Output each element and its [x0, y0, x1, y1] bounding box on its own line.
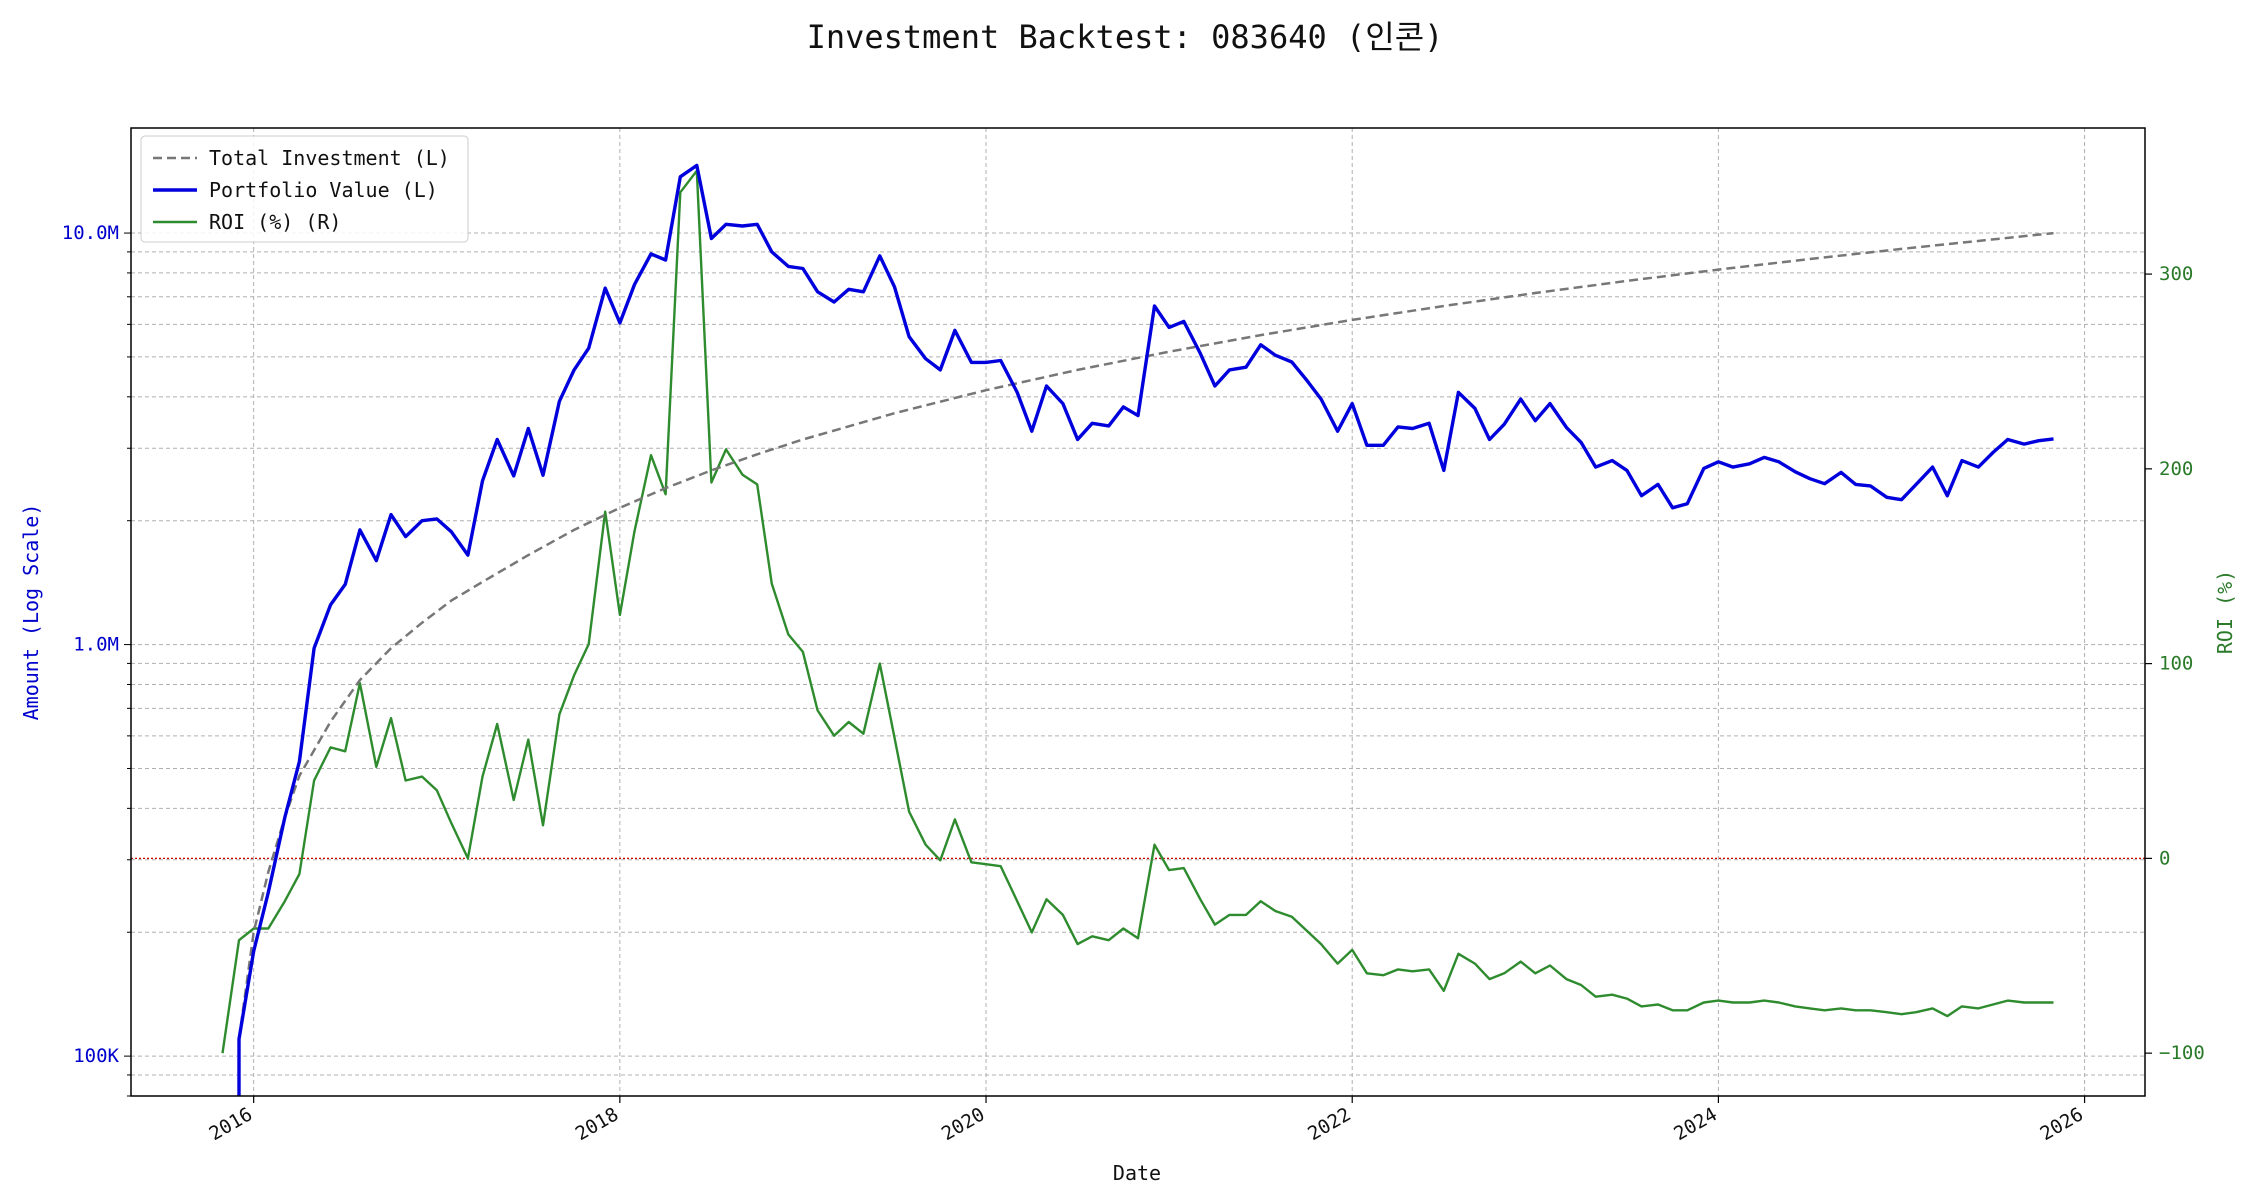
x-tick-label: 2022: [1304, 1103, 1355, 1145]
plot-frame: [130, 127, 2146, 1097]
portfolio-series-line: [237, 163, 2054, 1096]
x-axis-label: Date: [1113, 1161, 1161, 1185]
y-right-tick-label: −100: [2159, 1042, 2205, 1064]
x-tick-label: 2026: [2036, 1103, 2087, 1145]
legend-label-roi: ROI (%) (R): [209, 210, 341, 234]
roi-series-line: [221, 169, 2054, 1054]
legend-box: [140, 135, 469, 243]
x-tick-label: 2024: [1670, 1103, 1721, 1145]
chart-legend: Total Investment (L) Portfolio Value (L) R…: [140, 135, 469, 243]
grid-layer: [131, 128, 2145, 1097]
y-right-tick-label: 300: [2159, 263, 2193, 285]
legend-label-portfolio: Portfolio Value (L): [209, 178, 438, 202]
y-right-axis-label: ROI (%): [2213, 570, 2237, 654]
chart-title: Investment Backtest: 083640 (인콘): [807, 18, 1444, 56]
axis-layer: 2016 2018 2020 2022 2024 2026 100K 1.0M 10.0M −10…: [62, 222, 2205, 1145]
y-left-tick-label: 1.0M: [73, 634, 119, 656]
y-right-tick-label: 200: [2159, 458, 2193, 480]
x-tick-label: 2018: [572, 1103, 623, 1145]
x-tick-label: 2016: [206, 1103, 257, 1145]
y-left-tick-label: 10.0M: [62, 222, 119, 244]
y-left-axis-label: Amount (Log Scale): [19, 504, 43, 721]
investment-series-line: [237, 231, 2054, 1040]
x-tick-label: 2020: [938, 1103, 989, 1145]
y-right-tick-label: 0: [2159, 847, 2170, 869]
y-right-tick-label: 100: [2159, 653, 2193, 675]
legend-label-investment: Total Investment (L): [209, 146, 450, 170]
series-layer: [221, 163, 2054, 1096]
y-left-tick-label: 100K: [73, 1045, 119, 1067]
